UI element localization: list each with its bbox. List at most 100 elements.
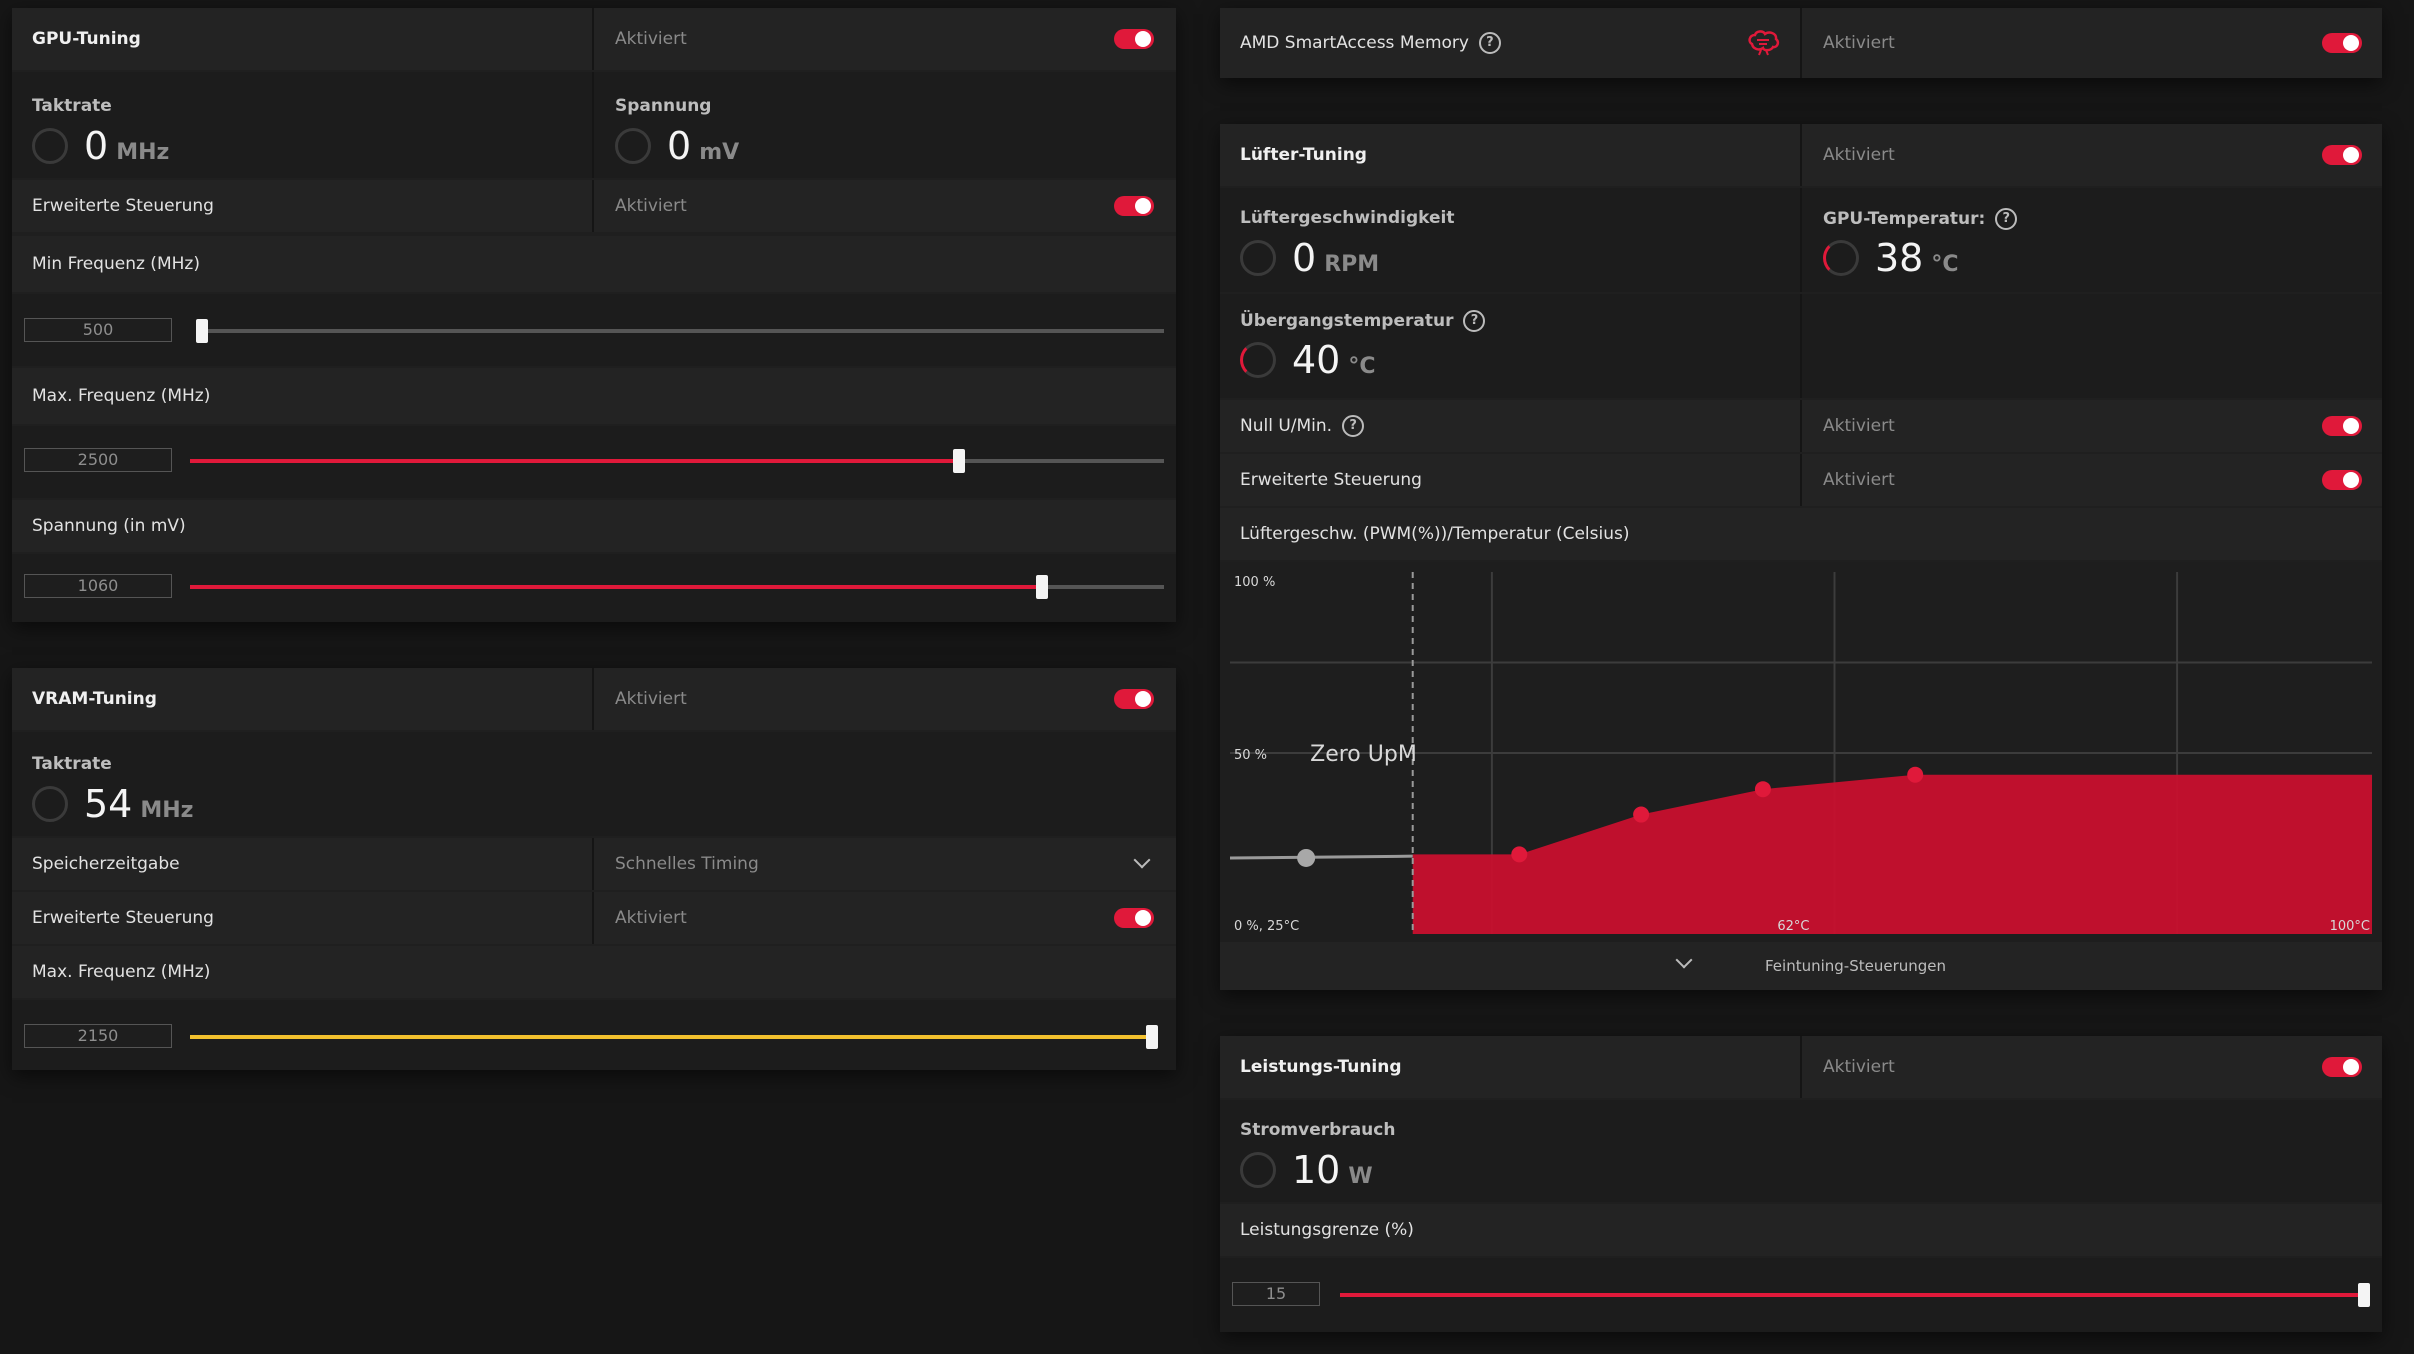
- gpu-tuning-toggle[interactable]: [1114, 29, 1154, 49]
- fan-tuning-panel: Lüfter-Tuning Aktiviert Lüftergeschwindi…: [1220, 124, 2382, 990]
- slider-thumb[interactable]: [1036, 575, 1049, 599]
- help-icon[interactable]: ?: [1463, 310, 1486, 332]
- chevron-down-icon[interactable]: [1675, 951, 1693, 969]
- divider: [592, 180, 594, 232]
- gpu-advanced-row: Erweiterte Steuerung Aktiviert: [12, 180, 1176, 232]
- fan-metrics-row: Lüftergeschwindigkeit 0 RPM GPU-Temperatu…: [1220, 188, 2382, 292]
- fan-curve-svg[interactable]: 100 % 50 % 0 %, 25°C 62°C 100°C Zero UpM: [1220, 562, 2382, 942]
- zero-rpm-title: Null U/Min.?: [1240, 415, 1365, 437]
- fine-tuning-label[interactable]: Feintuning-Steuerungen: [1765, 957, 1947, 975]
- fan-tuning-title: Lüfter-Tuning: [1240, 145, 1367, 165]
- min-freq-slider-row: 500: [12, 294, 1176, 366]
- gpu-advanced-status: Aktiviert: [615, 196, 687, 216]
- fan-curve-point[interactable]: [1754, 781, 1771, 798]
- max-freq-label: Max. Frequenz (MHz): [32, 386, 211, 406]
- fine-tuning-row[interactable]: Feintuning-Steuerungen: [1220, 942, 2382, 990]
- slider-fill: [190, 1035, 1158, 1039]
- vram-max-freq-input[interactable]: 2150: [24, 1024, 172, 1048]
- max-freq-slider[interactable]: [190, 449, 1164, 473]
- y-tick-label: 50 %: [1234, 748, 1267, 763]
- power-tuning-panel: Leistungs-Tuning Aktiviert Stromverbrauc…: [1220, 1036, 2382, 1332]
- power-limit-header: Leistungsgrenze (%): [1220, 1204, 2382, 1256]
- fan-tuning-toggle[interactable]: [2322, 145, 2362, 165]
- fan-curve-chart[interactable]: 100 % 50 % 0 %, 25°C 62°C 100°C Zero UpM: [1220, 562, 2382, 942]
- divider: [1800, 8, 1802, 78]
- gpu-voltage-unit: mV: [699, 140, 740, 165]
- power-tuning-header: Leistungs-Tuning Aktiviert: [1220, 1036, 2382, 1098]
- power-tuning-toggle[interactable]: [2322, 1057, 2362, 1077]
- vram-max-freq-header: Max. Frequenz (MHz): [12, 946, 1176, 998]
- vram-advanced-label: Erweiterte Steuerung: [32, 908, 214, 928]
- chevron-down-icon[interactable]: [1133, 851, 1151, 869]
- vram-tuning-toggle[interactable]: [1114, 689, 1154, 709]
- gpu-voltage-gauge-icon: [615, 128, 651, 164]
- smart-access-toggle[interactable]: [2322, 33, 2362, 53]
- fan-advanced-row: Erweiterte Steuerung Aktiviert: [1220, 454, 2382, 506]
- divider: [1800, 1036, 1802, 1098]
- fan-speed-label: Lüftergeschwindigkeit: [1240, 208, 1455, 228]
- fan-curve-point[interactable]: [1511, 846, 1528, 863]
- fan-tuning-status: Aktiviert: [1823, 145, 1895, 165]
- vram-tuning-panel: VRAM-Tuning Aktiviert Taktrate 54 MHz Spe…: [12, 668, 1176, 1070]
- voltage-input[interactable]: 1060: [24, 574, 172, 598]
- power-metrics-row: Stromverbrauch 10 W: [1220, 1100, 2382, 1202]
- divider: [1800, 400, 1802, 452]
- smart-access-status: Aktiviert: [1823, 33, 1895, 53]
- divider: [1800, 454, 1802, 506]
- voltage-slider[interactable]: [190, 575, 1164, 599]
- min-freq-input[interactable]: 500: [24, 318, 172, 342]
- fan-curve-area: [1412, 774, 2372, 934]
- fan-curve-header: Lüftergeschw. (PWM(%))/Temperatur (Celsi…: [1220, 508, 2382, 560]
- divider: [592, 838, 594, 890]
- power-limit-input[interactable]: 15: [1232, 1282, 1320, 1306]
- junction-gauge-icon: [1240, 342, 1276, 378]
- gpu-temp-readout: 38 °C: [1875, 236, 1959, 280]
- help-icon[interactable]: ?: [1995, 208, 2018, 230]
- help-icon[interactable]: ?: [1342, 415, 1365, 437]
- power-limit-slider[interactable]: [1340, 1283, 2370, 1307]
- smart-memory-brain-icon: [1746, 30, 1780, 56]
- memory-timing-label: Speicherzeitgabe: [32, 854, 180, 874]
- help-icon[interactable]: ?: [1478, 32, 1501, 54]
- gpu-advanced-toggle[interactable]: [1114, 196, 1154, 216]
- zero-rpm-toggle[interactable]: [2322, 416, 2362, 436]
- gpu-clock-unit: MHz: [116, 140, 170, 165]
- gpu-voltage-value: 0: [667, 124, 692, 168]
- memory-timing-dropdown[interactable]: Schnelles Timing: [615, 854, 759, 874]
- divider: [592, 668, 594, 730]
- vram-clock-readout: 54 MHz: [84, 782, 193, 826]
- fan-speed-readout: 0 RPM: [1292, 236, 1379, 280]
- power-limit-slider-row: 15: [1220, 1258, 2382, 1332]
- fan-curve-point[interactable]: [1907, 766, 1924, 783]
- vram-advanced-toggle[interactable]: [1114, 908, 1154, 928]
- gpu-tuning-status: Aktiviert: [615, 29, 687, 49]
- gpu-tuning-panel: GPU-Tuning Aktiviert Taktrate 0 MHz Spann…: [12, 8, 1176, 622]
- vram-clock-label: Taktrate: [32, 754, 112, 774]
- min-freq-slider[interactable]: [196, 319, 1164, 343]
- gpu-temp-title: GPU-Temperatur:?: [1823, 208, 2018, 230]
- fan-advanced-toggle[interactable]: [2322, 470, 2362, 490]
- power-tuning-title: Leistungs-Tuning: [1240, 1057, 1402, 1077]
- junction-row: Übergangstemperatur? 40 °C: [1220, 294, 2382, 398]
- slider-fill: [190, 585, 1043, 589]
- memory-timing-row: Speicherzeitgabe Schnelles Timing: [12, 838, 1176, 890]
- slider-fill: [190, 459, 960, 463]
- junction-readout: 40 °C: [1292, 338, 1376, 382]
- x-tick-label: 62°C: [1777, 919, 1809, 934]
- gpu-voltage-readout: 0 mV: [667, 124, 739, 168]
- junction-title: Übergangstemperatur?: [1240, 310, 1486, 332]
- max-freq-slider-row: 2500: [12, 426, 1176, 498]
- fan-curve-point[interactable]: [1633, 806, 1650, 823]
- vram-max-freq-label: Max. Frequenz (MHz): [32, 962, 211, 982]
- zero-rpm-handle: [1297, 848, 1316, 867]
- vram-max-freq-slider[interactable]: [190, 1025, 1158, 1049]
- slider-thumb[interactable]: [2358, 1283, 2370, 1307]
- zero-rpm-line: [1229, 854, 1413, 860]
- min-freq-header: Min Frequenz (MHz): [12, 236, 1176, 292]
- slider-thumb[interactable]: [1146, 1025, 1158, 1049]
- max-freq-input[interactable]: 2500: [24, 448, 172, 472]
- slider-thumb[interactable]: [196, 319, 208, 343]
- slider-thumb[interactable]: [953, 449, 966, 473]
- gpu-temp-gauge-icon: [1823, 240, 1859, 276]
- power-limit-label: Leistungsgrenze (%): [1240, 1220, 1414, 1240]
